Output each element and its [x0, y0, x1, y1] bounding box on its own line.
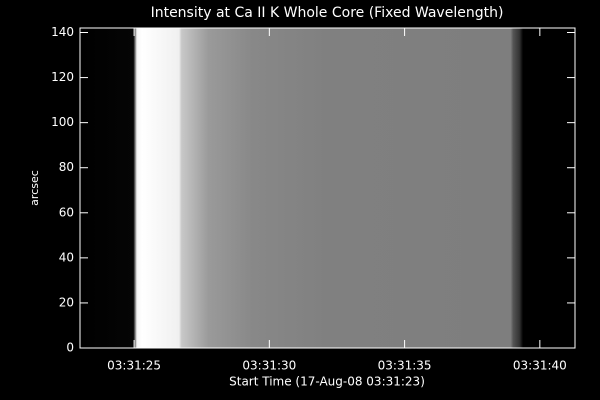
y-tick-label: 40 — [59, 250, 74, 264]
chart-title: Intensity at Ca II K Whole Core (Fixed W… — [151, 5, 504, 21]
plot-frame — [79, 27, 576, 349]
y-tick-label: 80 — [59, 160, 74, 174]
y-tick-label: 60 — [59, 205, 74, 219]
x-tick-label: 03:31:40 — [513, 359, 567, 373]
x-tick-label: 03:31:25 — [107, 359, 161, 373]
intensity-image — [80, 28, 575, 348]
x-tick-label: 03:31:30 — [242, 359, 296, 373]
y-tick-label: 100 — [51, 115, 74, 129]
y-tick-label: 20 — [59, 295, 74, 309]
y-tick-label: 140 — [51, 25, 74, 39]
y-tick-label: 0 — [66, 341, 74, 355]
x-axis-label: Start Time (17-Aug-08 03:31:23) — [229, 375, 425, 389]
x-tick-label: 03:31:35 — [378, 359, 432, 373]
y-axis-label: arcsec — [28, 170, 41, 206]
y-tick-label: 120 — [51, 70, 74, 84]
